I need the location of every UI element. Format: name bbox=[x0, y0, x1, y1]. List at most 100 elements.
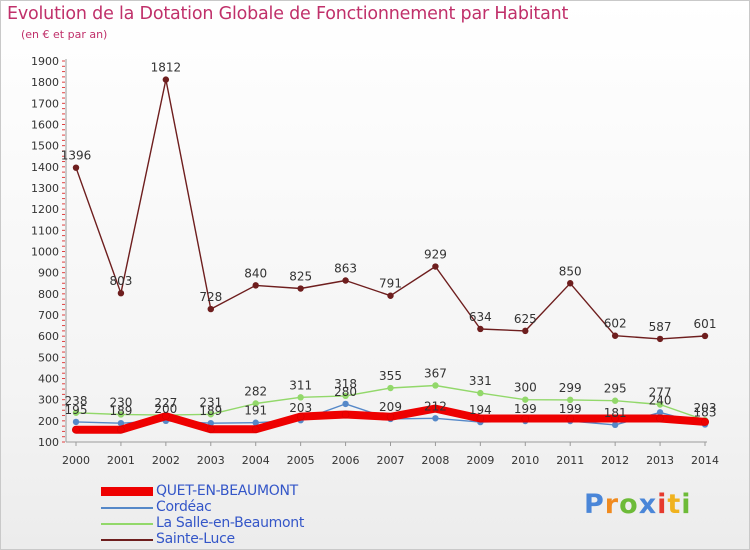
data-point-quet-en-beaumont bbox=[251, 425, 260, 434]
y-tick-label: 1600 bbox=[31, 119, 59, 132]
data-point-cord-ac bbox=[252, 419, 259, 426]
data-point-sainte-luce bbox=[656, 335, 664, 343]
logo-letter: P bbox=[584, 489, 605, 520]
data-label-cord-ac: 280 bbox=[334, 385, 357, 399]
data-label-la-salle-en-beaumont: 295 bbox=[604, 382, 627, 396]
data-point-sainte-luce bbox=[477, 325, 484, 333]
data-point-la-salle-en-beaumont bbox=[567, 396, 574, 404]
data-point-cord-ac bbox=[611, 421, 619, 429]
data-label-la-salle-en-beaumont: 311 bbox=[289, 378, 312, 392]
proxiti-logo: Proxiti bbox=[584, 489, 692, 520]
logo-letter: t bbox=[667, 489, 682, 520]
y-tick-label: 1900 bbox=[31, 55, 59, 68]
data-label-sainte-luce: 728 bbox=[199, 290, 222, 304]
data-point-la-salle-en-beaumont bbox=[252, 400, 259, 407]
data-point-quet-en-beaumont bbox=[656, 414, 664, 423]
legend-swatch bbox=[101, 523, 153, 525]
data-label-la-salle-en-beaumont: 331 bbox=[469, 374, 492, 388]
x-tick-label: 2000 bbox=[62, 454, 90, 467]
data-point-sainte-luce bbox=[611, 332, 619, 339]
data-label-la-salle-en-beaumont: 355 bbox=[379, 369, 402, 383]
axes: 1002003004005006007008009001000110012001… bbox=[31, 55, 719, 467]
data-label-sainte-luce: 634 bbox=[469, 310, 492, 324]
y-tick-label: 900 bbox=[38, 267, 59, 280]
data-label-cord-ac: 183 bbox=[694, 405, 717, 419]
data-label-la-salle-en-beaumont: 203 bbox=[694, 401, 717, 415]
data-point-cord-ac bbox=[117, 419, 125, 427]
legend-label: Sainte-Luce bbox=[156, 531, 235, 547]
data-label-cord-ac: 189 bbox=[199, 404, 222, 418]
y-tick-label: 500 bbox=[38, 351, 59, 364]
data-point-sainte-luce bbox=[207, 305, 214, 313]
logo-letter: x bbox=[638, 489, 658, 520]
data-label-cord-ac: 203 bbox=[289, 401, 312, 415]
data-labels: 1396 803 1812 728 840 825 863 791 929 634 625 850 60… bbox=[61, 61, 717, 420]
legend-label: La Salle-en-Beaumont bbox=[156, 515, 305, 531]
data-label-sainte-luce: 840 bbox=[244, 266, 267, 280]
data-point-cord-ac bbox=[72, 418, 80, 426]
data-point-la-salle-en-beaumont bbox=[342, 392, 349, 400]
data-point-quet-en-beaumont bbox=[207, 425, 215, 434]
data-point-sainte-luce bbox=[522, 327, 529, 335]
data-label-la-salle-en-beaumont: 231 bbox=[199, 395, 222, 409]
data-point-sainte-luce bbox=[567, 280, 574, 287]
y-tick-label: 800 bbox=[38, 288, 59, 301]
x-tick-label: 2004 bbox=[242, 454, 270, 467]
data-label-sainte-luce: 850 bbox=[559, 264, 582, 278]
data-point-quet-en-beaumont bbox=[386, 413, 395, 421]
data-label-sainte-luce: 863 bbox=[334, 261, 357, 275]
data-label-la-salle-en-beaumont: 227 bbox=[154, 396, 177, 410]
data-point-la-salle-en-beaumont bbox=[432, 382, 439, 389]
data-point-sainte-luce bbox=[297, 285, 304, 292]
data-point-quet-en-beaumont bbox=[701, 418, 709, 426]
x-tick-label: 2001 bbox=[107, 454, 135, 467]
data-label-sainte-luce: 1396 bbox=[61, 149, 92, 163]
logo-letter: i bbox=[681, 489, 692, 520]
data-point-sainte-luce bbox=[387, 292, 394, 299]
legend-swatch bbox=[101, 487, 153, 496]
data-point-quet-en-beaumont bbox=[476, 414, 485, 423]
data-label-la-salle-en-beaumont: 367 bbox=[424, 366, 447, 380]
y-tick-label: 1200 bbox=[31, 203, 59, 216]
data-point-la-salle-en-beaumont bbox=[477, 389, 484, 397]
data-point-sainte-luce bbox=[162, 76, 170, 83]
data-label-sainte-luce: 791 bbox=[379, 277, 402, 291]
y-tick-label: 1500 bbox=[31, 140, 59, 153]
x-tick-label: 2002 bbox=[152, 454, 180, 467]
data-point-quet-en-beaumont bbox=[117, 425, 125, 434]
data-point-quet-en-beaumont bbox=[566, 414, 574, 423]
data-point-cord-ac bbox=[656, 409, 664, 416]
data-point-la-salle-en-beaumont bbox=[297, 394, 304, 401]
x-tick-label: 2003 bbox=[197, 454, 225, 467]
series-line-sainte-luce bbox=[75, 78, 706, 340]
data-point-cord-ac bbox=[432, 415, 439, 422]
x-tick-label: 2009 bbox=[466, 454, 494, 467]
data-label-sainte-luce: 803 bbox=[109, 274, 132, 288]
x-tick-label: 2006 bbox=[332, 454, 360, 467]
data-label-sainte-luce: 587 bbox=[649, 320, 672, 334]
data-point-quet-en-beaumont bbox=[72, 425, 80, 434]
data-point-la-salle-en-beaumont bbox=[387, 384, 394, 392]
data-point-quet-en-beaumont bbox=[611, 414, 619, 423]
data-label-cord-ac: 181 bbox=[604, 406, 627, 420]
legend-label: Cordéac bbox=[156, 499, 212, 515]
chart-subtitle: (en € et par an) bbox=[21, 28, 108, 41]
data-point-la-salle-en-beaumont bbox=[207, 411, 214, 418]
data-label-cord-ac: 212 bbox=[424, 399, 447, 413]
data-label-la-salle-en-beaumont: 300 bbox=[514, 381, 537, 395]
data-label-la-salle-en-beaumont: 277 bbox=[649, 386, 672, 400]
y-tick-label: 700 bbox=[38, 309, 59, 322]
x-tick-label: 2011 bbox=[556, 454, 584, 467]
data-label-sainte-luce: 1812 bbox=[151, 61, 182, 75]
data-point-la-salle-en-beaumont bbox=[522, 396, 529, 403]
logo-letter: r bbox=[604, 489, 620, 520]
logo-letter: i bbox=[657, 489, 668, 520]
data-label-cord-ac: 194 bbox=[469, 403, 492, 417]
x-tick-label: 2007 bbox=[377, 454, 405, 467]
y-tick-label: 1400 bbox=[31, 161, 59, 174]
y-tick-label: 200 bbox=[38, 415, 59, 428]
data-point-sainte-luce bbox=[701, 332, 709, 340]
legend-swatch bbox=[101, 507, 153, 509]
